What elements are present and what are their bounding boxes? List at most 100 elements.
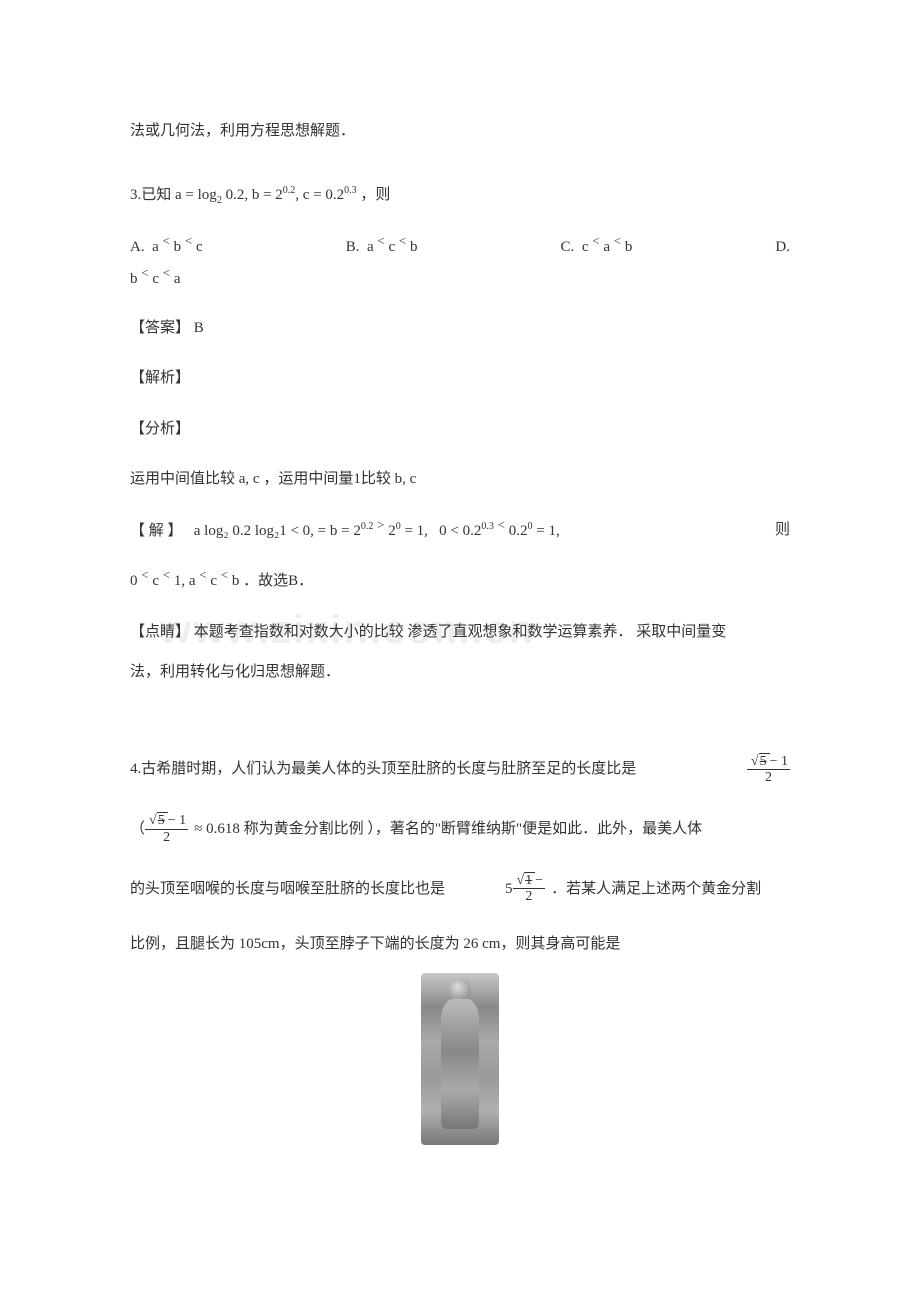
a-eq: a =	[175, 187, 194, 203]
b-base: 2	[275, 187, 283, 203]
lt-icon: <	[163, 567, 170, 582]
c-eq: c =	[303, 187, 322, 203]
d-t2: 0 < 0.2	[439, 523, 481, 539]
d-one1: 1,	[417, 523, 428, 539]
q4-line1: 4.古希腊时期，人们认为最美人体的头顶至肚脐的长度与肚脐至足的长度比是 5− 1…	[130, 754, 790, 786]
lt-icon: <	[399, 233, 406, 248]
detail-left: 【 解 】 a log₂ 0.2 log₂1 < 0, = b = 20.2 >…	[130, 519, 560, 543]
lt-icon: <	[163, 233, 170, 248]
answer-label: 【答案】	[130, 320, 190, 336]
q3-then: ，则	[360, 186, 390, 202]
option-B-label: B.	[346, 239, 360, 255]
option-B: B. a < c < b	[346, 236, 418, 259]
golden-ratio-frac-1: 5− 1 2	[747, 754, 790, 786]
gt-icon: >	[377, 517, 384, 532]
frac3-suf: −	[535, 873, 543, 888]
frac2-rad: 5	[157, 812, 168, 828]
opt-d-b: b	[130, 271, 138, 287]
venus-statue-image	[421, 973, 499, 1145]
lt-icon: <	[199, 567, 206, 582]
q3-options-row1: A. a < b < c B. a < c < b C. c < a < b D…	[130, 236, 790, 259]
frac3-rad: 1	[524, 872, 535, 888]
opt-a-b: b	[174, 239, 182, 255]
opt-d-a: a	[174, 271, 181, 287]
frac3-prefix: 5	[505, 878, 513, 901]
opt-a-c: c	[196, 239, 203, 255]
b-comma: ,	[295, 187, 299, 203]
log-arg: 0.2,	[226, 187, 249, 203]
q3-options-row2: b < c < a	[130, 268, 790, 291]
option-A-label: A.	[130, 239, 145, 255]
q3-detail: 【 解 】 a log₂ 0.2 log₂1 < 0, = b = 20.2 >…	[130, 519, 790, 543]
q3-expr: a = log2 0.2, b = 20.2, c = 0.20.3	[175, 183, 357, 208]
q3-fenxi-label: 【分析】	[130, 418, 790, 441]
q4-line3: 的头顶至咽喉的长度与咽喉至肚脐的长度比也是 5 1− 2 ．若某人满足上述两个黄…	[130, 873, 790, 905]
lt-icon: <	[498, 517, 505, 532]
sqrt-icon: 1	[515, 873, 536, 888]
opt-d-c: c	[152, 271, 159, 287]
d-02b: 0.2	[509, 523, 528, 539]
q4-line4: 比例，且腿长为 105cm，头顶至脖子下端的长度为 26 cm，则其身高可能是	[130, 933, 790, 956]
concl-b: b ．故选B．	[232, 573, 313, 589]
opt-a-a: a	[152, 239, 159, 255]
d-20: 2	[388, 523, 396, 539]
option-C-label: C.	[561, 239, 575, 255]
q3-stem: 3.已知 a = log2 0.2, b = 20.2, c = 0.20.3 …	[130, 183, 790, 208]
d-one2: 1,	[548, 523, 559, 539]
concl-c2: c	[210, 573, 217, 589]
concl-0: 0	[130, 573, 138, 589]
q4-line2: （ 5− 1 2 ≈ 0.618 称为黄金分割比例 ），著名的"断臂维纳斯"便是…	[130, 813, 790, 845]
q3-fenxi-text: 运用中间值比较 a, c ，运用中间量1比较 b, c	[130, 468, 790, 491]
c-base: 0.2	[325, 187, 344, 203]
opt-c-b: b	[625, 239, 633, 255]
opt-c-c: c	[582, 239, 589, 255]
sqrt-icon: 5	[749, 754, 770, 769]
frac1-den: 2	[747, 770, 790, 785]
q4-l3a: 的头顶至咽喉的长度与咽喉至肚脐的长度比也是	[130, 878, 445, 901]
opt-b-a: a	[367, 239, 374, 255]
option-D-label: D.	[775, 239, 790, 255]
d-z2: 0	[527, 521, 532, 532]
frac2-suf: − 1	[168, 813, 186, 828]
lt-icon: <	[185, 233, 192, 248]
lt-icon: <	[163, 265, 170, 280]
q3-label: 3.	[130, 186, 141, 202]
q4-l3b: ．若某人满足上述两个黄金分割	[551, 878, 761, 901]
q3-conclusion: 0 < c < 1, a < c < b ．故选B．	[130, 570, 790, 593]
lt-icon: <	[221, 567, 228, 582]
d-eq2: =	[536, 523, 544, 539]
dianjing-text1: 本题考查指数和对数大小的比较 渗透了直观想象和数学运算素养． 采取中间量变	[194, 624, 727, 640]
c-exp: 0.3	[344, 185, 357, 196]
concl-1: 1, a	[174, 573, 196, 589]
opt-b-c: c	[388, 239, 395, 255]
q3-dianjing-2: 法，利用转化与化归思想解题．	[130, 661, 790, 684]
option-A: A. a < b < c	[130, 236, 203, 259]
d-sup1: 0.2	[361, 521, 374, 532]
log-text: log	[198, 187, 217, 203]
golden-ratio-frac-2: 5− 1 2	[145, 813, 188, 845]
lt-icon: <	[377, 233, 384, 248]
q4-l1a: 古希腊时期，人们认为最美人体的头顶至肚脐的长度与肚脐至足的长度比是	[141, 761, 636, 777]
sqrt-icon: 5	[147, 813, 168, 828]
b-eq: b =	[252, 187, 272, 203]
q4-l2a: （	[130, 818, 145, 841]
lt-icon: <	[141, 265, 148, 280]
page-content: 法或几何法，利用方程思想解题． 3.已知 a = log2 0.2, b = 2…	[130, 120, 790, 1145]
q3-analysis-label: 【解析】	[130, 367, 790, 390]
frac1-rad: 5	[759, 753, 770, 769]
opt-b-b: b	[410, 239, 418, 255]
log-base: 2	[217, 195, 222, 206]
frac2-den: 2	[145, 830, 188, 845]
q4-l2b: ≈ 0.618 称为黄金分割比例 ），著名的"断臂维纳斯"便是如此．此外，最美人…	[194, 818, 702, 841]
frac2-num: 5− 1	[145, 813, 188, 829]
lt-icon: <	[592, 233, 599, 248]
d-sup2: 0.3	[481, 521, 494, 532]
option-C: C. c < a < b	[561, 236, 633, 259]
option-D-expr: b < c < a	[130, 271, 181, 287]
lt-icon: <	[614, 233, 621, 248]
frac3-den: 2	[513, 889, 546, 904]
detail-then: 则	[775, 519, 790, 543]
answer-value: B	[194, 320, 204, 336]
dianjing-label: 【点睛】	[130, 624, 190, 640]
golden-ratio-frac-3: 1− 2	[513, 873, 546, 905]
